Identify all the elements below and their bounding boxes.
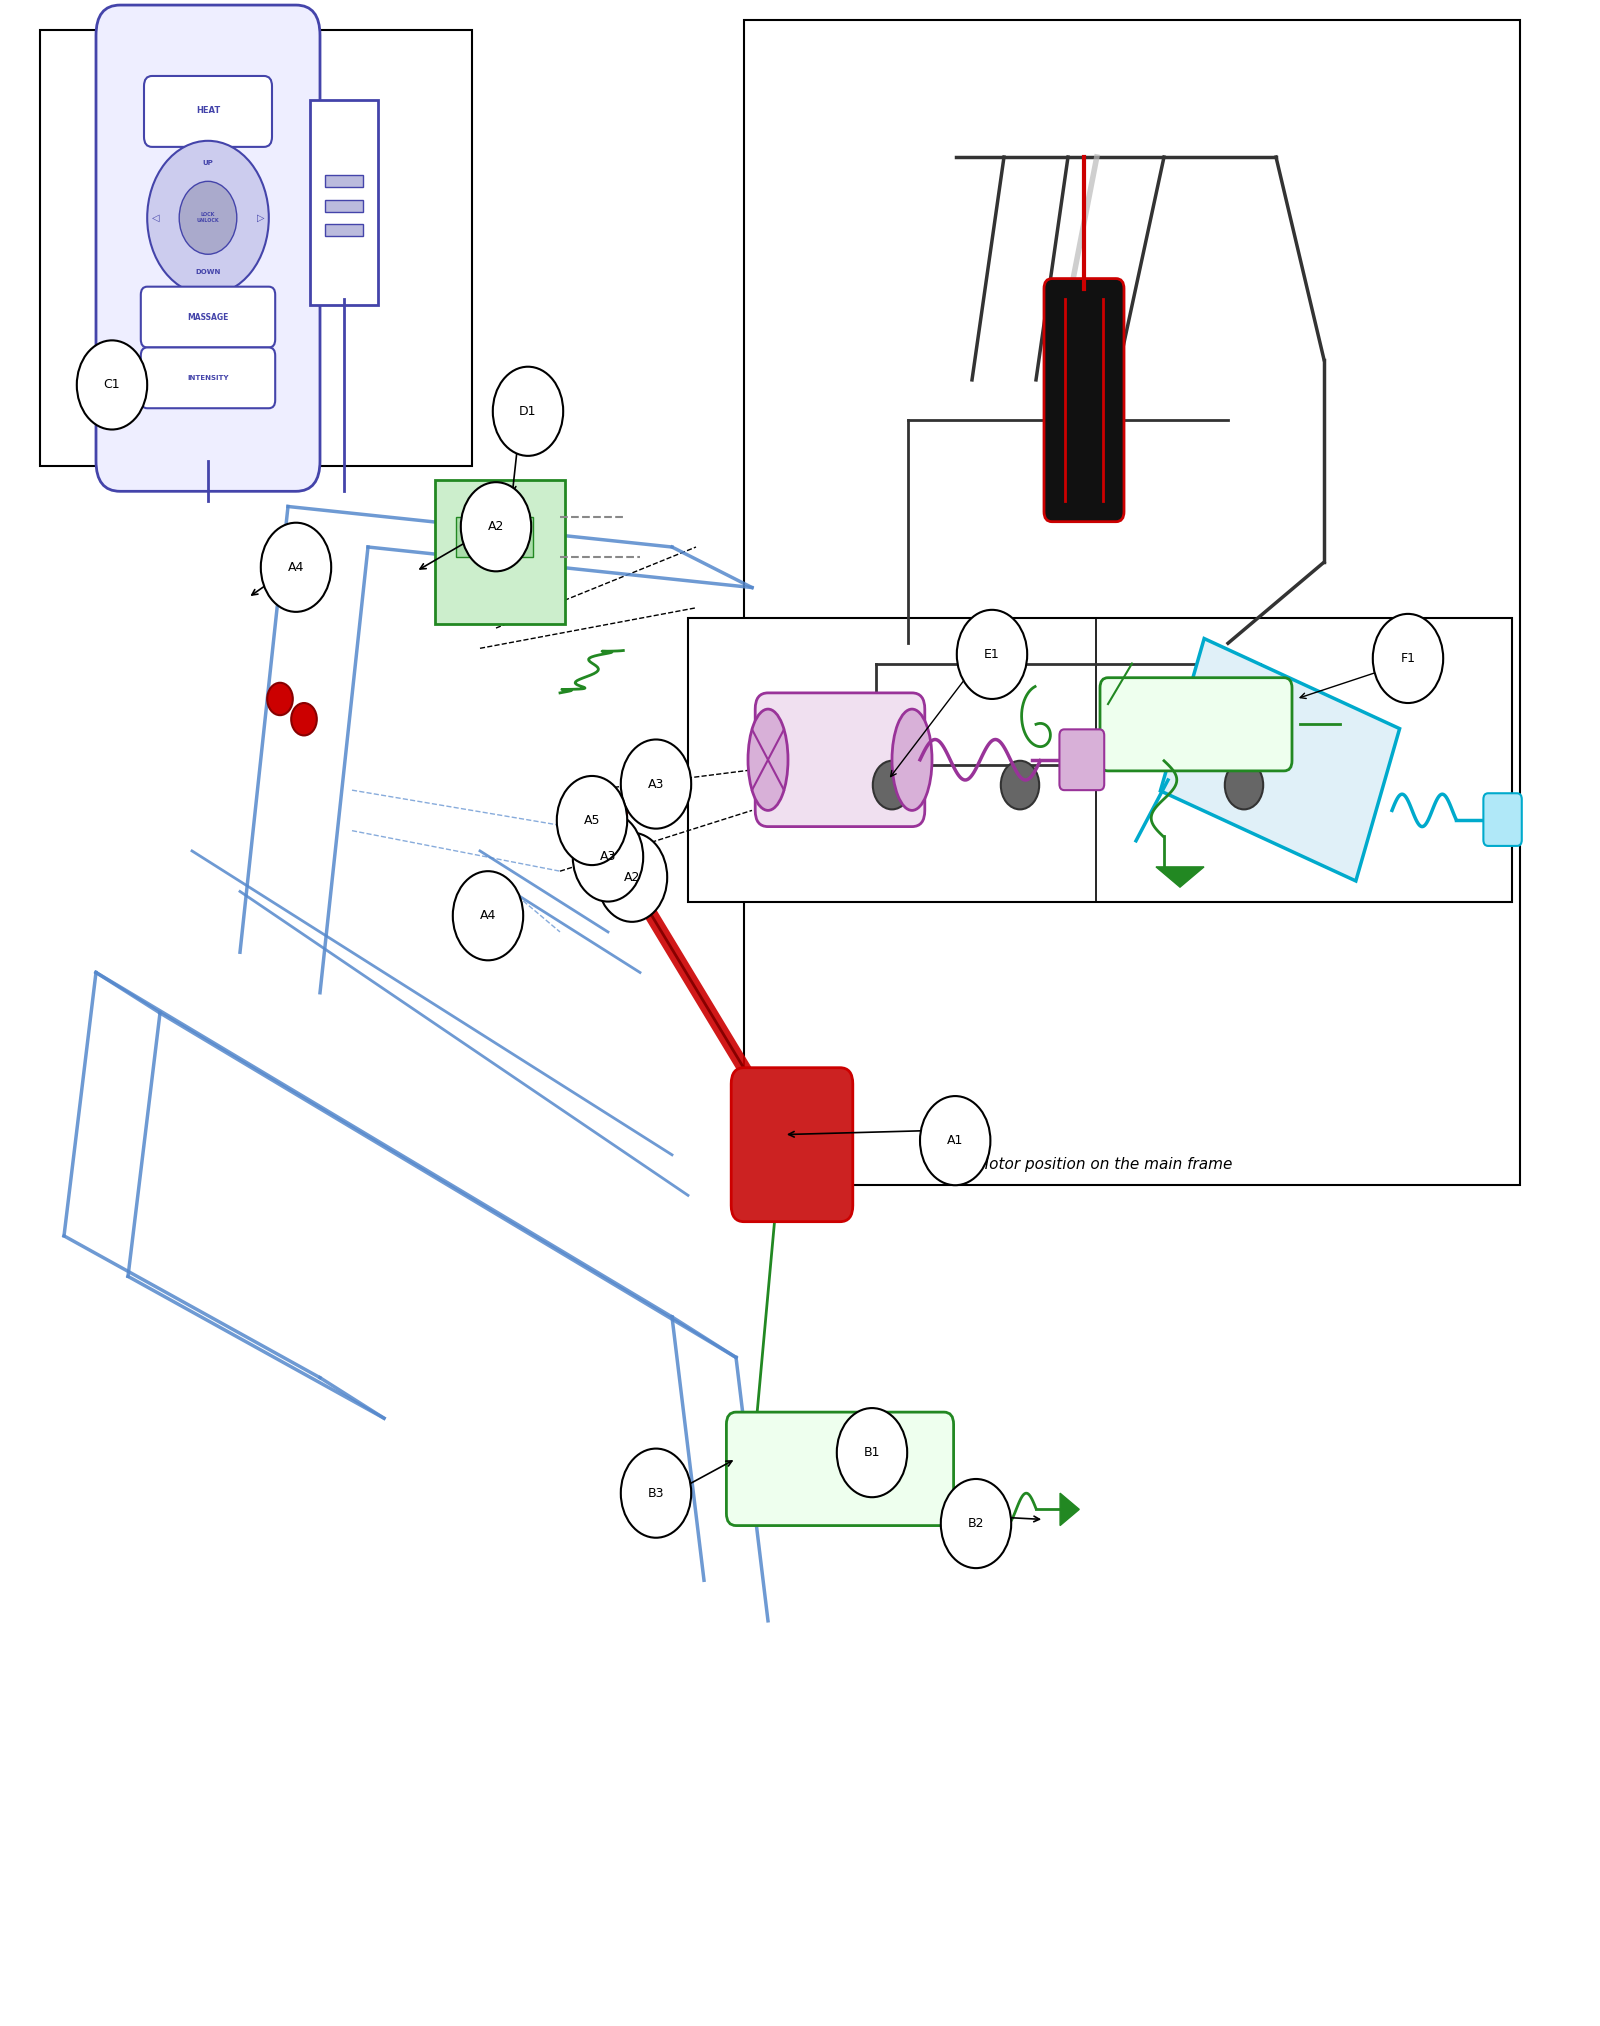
Circle shape <box>147 142 269 294</box>
Text: INTENSITY: INTENSITY <box>187 375 229 381</box>
FancyBboxPatch shape <box>744 20 1520 1185</box>
Text: F1: F1 <box>1400 652 1416 665</box>
Circle shape <box>453 871 523 960</box>
FancyBboxPatch shape <box>731 1068 853 1222</box>
FancyBboxPatch shape <box>1483 794 1522 847</box>
FancyBboxPatch shape <box>726 1412 954 1526</box>
Text: A3: A3 <box>648 778 664 790</box>
Circle shape <box>261 523 331 612</box>
FancyBboxPatch shape <box>435 480 565 624</box>
Circle shape <box>621 1449 691 1538</box>
Text: A3: A3 <box>600 851 616 863</box>
Text: DOWN: DOWN <box>195 269 221 276</box>
Bar <box>621 855 659 879</box>
Circle shape <box>573 812 643 902</box>
Bar <box>325 225 363 237</box>
Text: B3: B3 <box>648 1487 664 1499</box>
Circle shape <box>941 1479 1011 1568</box>
Bar <box>514 517 533 557</box>
Circle shape <box>493 367 563 456</box>
Text: C1: C1 <box>104 379 120 391</box>
FancyBboxPatch shape <box>1101 677 1293 770</box>
Circle shape <box>1373 614 1443 703</box>
Bar <box>325 201 363 213</box>
Text: ▷: ▷ <box>258 213 264 223</box>
Circle shape <box>1226 762 1264 808</box>
Circle shape <box>837 1408 907 1497</box>
Circle shape <box>267 683 293 715</box>
Text: D1: D1 <box>520 405 536 417</box>
Ellipse shape <box>749 709 789 810</box>
Polygon shape <box>1155 867 1205 887</box>
FancyBboxPatch shape <box>40 30 472 466</box>
Ellipse shape <box>893 709 933 810</box>
Polygon shape <box>1061 1493 1080 1526</box>
Text: A2: A2 <box>488 521 504 533</box>
Circle shape <box>179 180 237 255</box>
Bar <box>325 174 363 186</box>
Bar <box>456 517 475 557</box>
Circle shape <box>77 340 147 430</box>
FancyBboxPatch shape <box>310 99 378 304</box>
Text: A1: A1 <box>947 1135 963 1147</box>
Text: Motor position on the main frame: Motor position on the main frame <box>976 1157 1232 1173</box>
Text: A4: A4 <box>480 910 496 922</box>
Circle shape <box>461 482 531 571</box>
Text: UP: UP <box>203 160 213 166</box>
Text: E1: E1 <box>984 648 1000 660</box>
Text: B2: B2 <box>968 1517 984 1530</box>
Circle shape <box>621 739 691 829</box>
Text: A2: A2 <box>624 871 640 883</box>
Circle shape <box>1002 762 1038 808</box>
FancyBboxPatch shape <box>141 286 275 348</box>
FancyBboxPatch shape <box>1059 729 1104 790</box>
Text: HEAT: HEAT <box>195 105 221 115</box>
Text: LOCK
UNLOCK: LOCK UNLOCK <box>197 213 219 223</box>
FancyBboxPatch shape <box>96 4 320 490</box>
Circle shape <box>957 610 1027 699</box>
Bar <box>589 808 627 833</box>
Text: B1: B1 <box>864 1447 880 1459</box>
Text: A5: A5 <box>584 814 600 827</box>
Circle shape <box>874 762 912 808</box>
FancyBboxPatch shape <box>755 693 925 827</box>
FancyBboxPatch shape <box>1043 280 1123 523</box>
Circle shape <box>597 833 667 922</box>
Circle shape <box>291 703 317 735</box>
Circle shape <box>920 1096 990 1185</box>
Polygon shape <box>1160 638 1400 881</box>
FancyBboxPatch shape <box>141 348 275 409</box>
Text: MASSAGE: MASSAGE <box>187 312 229 322</box>
FancyBboxPatch shape <box>688 618 1512 902</box>
Circle shape <box>557 776 627 865</box>
Text: ◁: ◁ <box>152 213 158 223</box>
Bar <box>485 517 504 557</box>
FancyBboxPatch shape <box>144 75 272 146</box>
Text: A4: A4 <box>288 561 304 573</box>
